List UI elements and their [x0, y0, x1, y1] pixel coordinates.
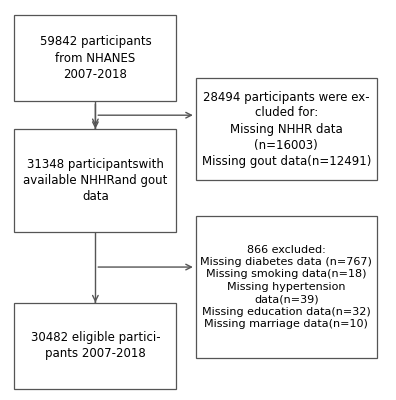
Text: 866 excluded:
Missing diabetes data (n=767)
Missing smoking data(n=18)
Missing h: 866 excluded: Missing diabetes data (n=7…: [200, 244, 372, 329]
FancyBboxPatch shape: [196, 78, 377, 180]
FancyBboxPatch shape: [196, 216, 377, 358]
Text: 30482 eligible partici-
pants 2007-2018: 30482 eligible partici- pants 2007-2018: [30, 332, 160, 360]
Text: 28494 participants were ex-
cluded for:
Missing NHHR data
(n=16003)
Missing gout: 28494 participants were ex- cluded for: …: [202, 90, 371, 168]
Text: 31348 participantswith
available NHHRand gout
data: 31348 participantswith available NHHRand…: [23, 158, 168, 203]
Text: 59842 participants
from NHANES
2007-2018: 59842 participants from NHANES 2007-2018: [40, 36, 151, 80]
FancyBboxPatch shape: [14, 15, 176, 101]
FancyBboxPatch shape: [14, 129, 176, 232]
FancyBboxPatch shape: [14, 302, 176, 389]
